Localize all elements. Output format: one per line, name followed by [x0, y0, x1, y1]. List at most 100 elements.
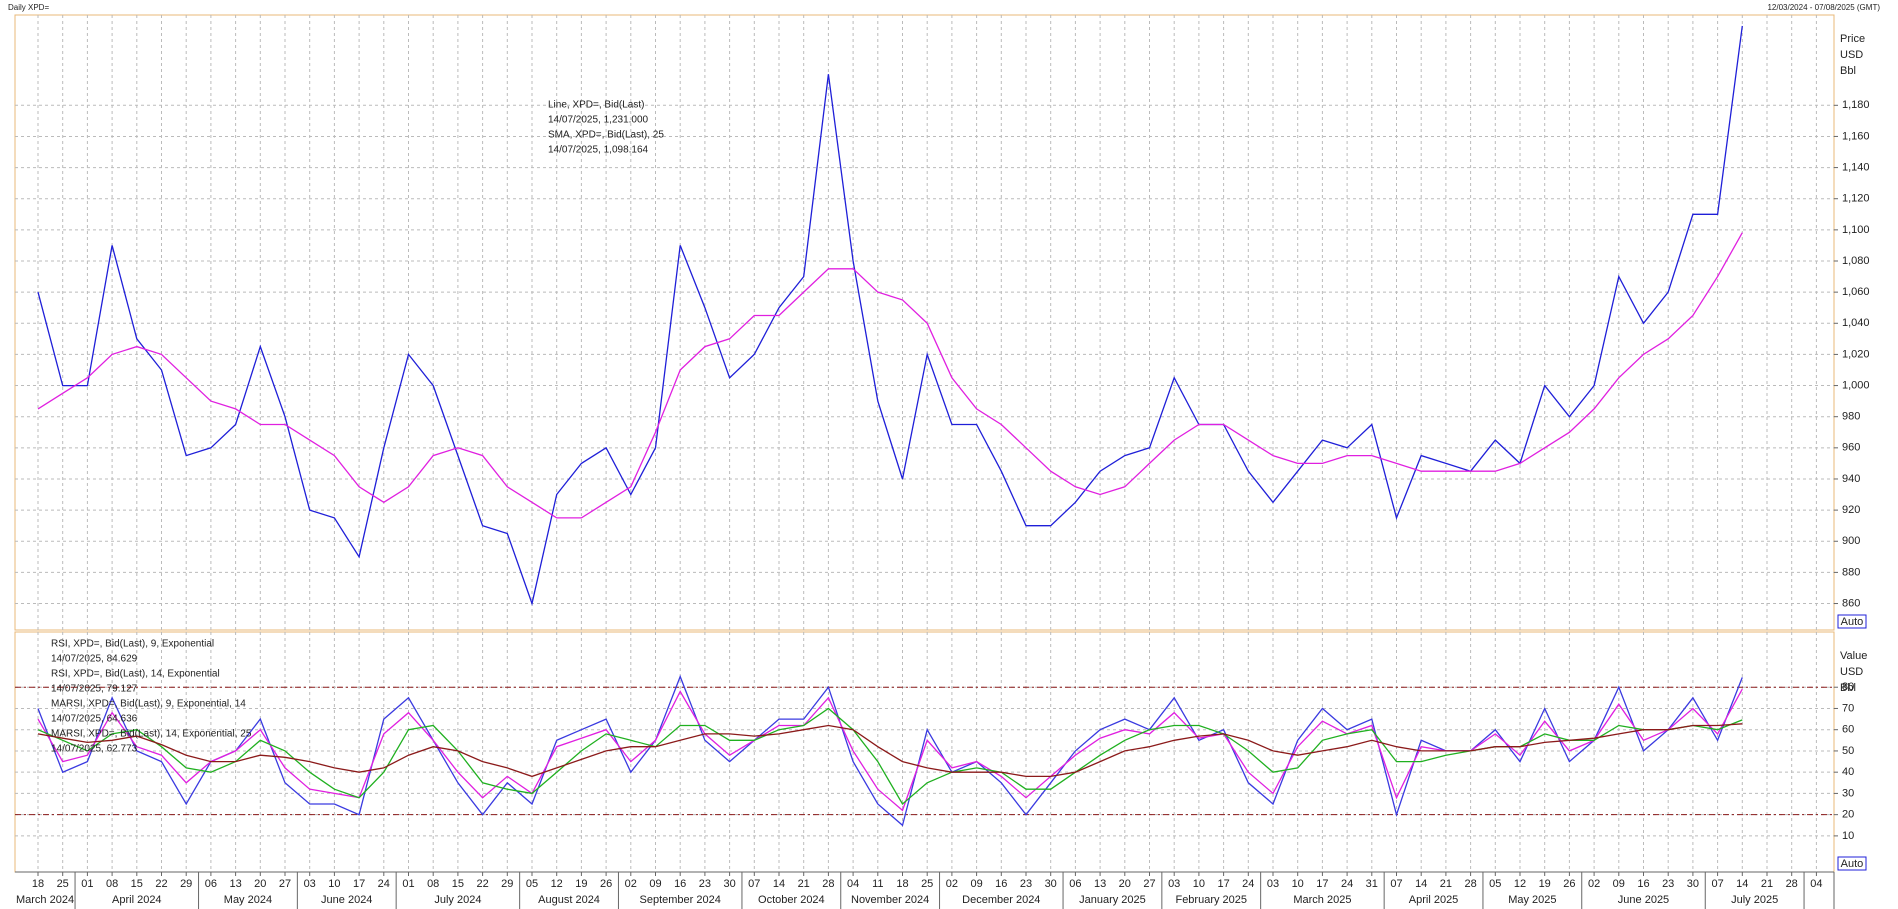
legend-value: 14/07/2025, 84.629	[51, 654, 138, 665]
legend-value: 14/07/2025, 79.127	[51, 684, 138, 695]
y-tick-label: 1,080	[1842, 255, 1870, 267]
x-tick-label: 30	[1687, 878, 1699, 890]
legend-entry: MARSI, XPD=, Bid(Last), 9, Exponential, …	[51, 699, 246, 710]
x-tick-label: 07	[1390, 878, 1402, 890]
x-tick-label: 11	[872, 878, 883, 890]
x-tick-label: 09	[1613, 878, 1625, 890]
y-tick-label: 1,140	[1842, 161, 1870, 173]
y-tick-label: 80	[1842, 681, 1854, 693]
x-tick-label: 20	[1119, 878, 1131, 890]
y-tick-label: 880	[1842, 566, 1860, 578]
date-range: 12/03/2024 - 07/08/2025 (GMT)	[1767, 3, 1880, 12]
x-tick-label: 13	[229, 878, 241, 890]
x-tick-label: 01	[81, 878, 93, 890]
x-tick-label: 19	[575, 878, 587, 890]
unit-label: Bbl	[1840, 682, 1856, 694]
y-tick-label: 960	[1842, 442, 1860, 454]
x-tick-label: 27	[1143, 878, 1155, 890]
x-tick-label: 24	[378, 878, 390, 890]
x-tick-label: 02	[1588, 878, 1600, 890]
legend-entry: MARSI, XPD=, Bid(Last), 14, Exponential,…	[51, 729, 252, 740]
month-label: December 2024	[962, 894, 1040, 906]
auto-button[interactable]	[1837, 856, 1867, 871]
month-label: June 2025	[1618, 894, 1669, 906]
y-tick-label: 900	[1842, 535, 1860, 547]
month-label: July 2024	[434, 894, 481, 906]
x-tick-label: 15	[131, 878, 143, 890]
month-label: October 2024	[758, 894, 825, 906]
x-tick-label: 26	[600, 878, 612, 890]
x-tick-label: 14	[1736, 878, 1748, 890]
x-tick-label: 06	[205, 878, 217, 890]
y-tick-label: 20	[1842, 809, 1854, 821]
y-tick-label: 940	[1842, 473, 1860, 485]
x-tick-label: 08	[106, 878, 118, 890]
x-tick-label: 21	[1440, 878, 1452, 890]
x-tick-label: 17	[1316, 878, 1328, 890]
x-tick-label: 17	[353, 878, 365, 890]
x-tick-label: 17	[1217, 878, 1229, 890]
x-tick-label: 10	[328, 878, 340, 890]
auto-button-label[interactable]: Auto	[1841, 858, 1864, 870]
series-line	[37, 707, 1743, 806]
plot-area	[14, 14, 1835, 631]
auto-button[interactable]	[1837, 614, 1867, 629]
x-tick-label: 25	[921, 878, 933, 890]
x-tick-label: 29	[180, 878, 192, 890]
y-tick-label: 10	[1842, 830, 1854, 842]
x-tick-label: 05	[1489, 878, 1501, 890]
y-tick-label: 980	[1842, 411, 1860, 423]
month-label: April 2024	[112, 894, 162, 906]
unit-label: USD	[1840, 49, 1863, 61]
x-tick-label: 04	[1810, 878, 1822, 890]
y-tick-label: 1,040	[1842, 317, 1870, 329]
x-tick-label: 02	[946, 878, 958, 890]
x-tick-label: 04	[847, 878, 859, 890]
month-label: May 2025	[1508, 894, 1556, 906]
series-line	[37, 25, 1743, 606]
x-tick-label: 30	[723, 878, 735, 890]
x-tick-label: 31	[1366, 878, 1378, 890]
x-tick-label: 26	[1563, 878, 1575, 890]
y-tick-label: 60	[1842, 724, 1854, 736]
x-tick-label: 09	[649, 878, 661, 890]
month-label: May 2024	[224, 894, 272, 906]
x-tick-label: 07	[748, 878, 760, 890]
legend-entry: Line, XPD=, Bid(Last)	[548, 100, 644, 111]
y-tick-label: 1,160	[1842, 130, 1870, 142]
x-tick-label: 14	[1415, 878, 1427, 890]
x-tick-label: 28	[822, 878, 834, 890]
legend-value: 14/07/2025, 1,231.000	[548, 115, 649, 126]
auto-button-label[interactable]: Auto	[1841, 616, 1864, 628]
legend-value: 14/07/2025, 62.773	[51, 744, 138, 755]
y-tick-label: 1,020	[1842, 348, 1870, 360]
x-tick-label: 10	[1292, 878, 1304, 890]
x-tick-label: 01	[402, 878, 414, 890]
series-line	[37, 723, 1743, 778]
y-tick-label: 40	[1842, 766, 1854, 778]
unit-label: USD	[1840, 666, 1863, 678]
x-tick-label: 24	[1242, 878, 1254, 890]
month-label: November 2024	[851, 894, 929, 906]
x-tick-label: 29	[501, 878, 513, 890]
x-tick-label: 21	[1761, 878, 1773, 890]
month-label: June 2024	[321, 894, 372, 906]
legend-value: 14/07/2025, 64.636	[51, 714, 138, 725]
month-label: September 2024	[640, 894, 721, 906]
month-label: July 2025	[1731, 894, 1778, 906]
x-tick-label: 23	[1662, 878, 1674, 890]
x-tick-label: 06	[1069, 878, 1081, 890]
x-tick-label: 05	[526, 878, 538, 890]
x-tick-label: 27	[279, 878, 291, 890]
x-tick-label: 03	[1267, 878, 1279, 890]
x-tick-label: 13	[1094, 878, 1106, 890]
x-tick-label: 23	[1020, 878, 1032, 890]
month-label: April 2025	[1409, 894, 1459, 906]
y-tick-label: 30	[1842, 787, 1854, 799]
y-tick-label: 1,060	[1842, 286, 1870, 298]
month-label: February 2025	[1175, 894, 1247, 906]
x-tick-label: 16	[674, 878, 686, 890]
x-tick-label: 19	[1539, 878, 1551, 890]
unit-label: Value	[1840, 650, 1867, 662]
x-tick-label: 20	[254, 878, 266, 890]
